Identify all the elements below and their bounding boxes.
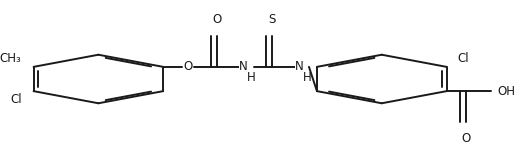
Text: N: N (295, 60, 304, 73)
Text: OH: OH (497, 85, 515, 98)
Text: O: O (461, 132, 470, 145)
Text: H: H (247, 71, 255, 84)
Text: O: O (184, 60, 193, 73)
Text: CH₃: CH₃ (0, 52, 22, 64)
Text: O: O (212, 13, 222, 26)
Text: Cl: Cl (457, 52, 469, 64)
Text: H: H (303, 71, 311, 84)
Text: Cl: Cl (10, 93, 22, 106)
Text: N: N (239, 60, 248, 73)
Text: S: S (269, 13, 276, 26)
